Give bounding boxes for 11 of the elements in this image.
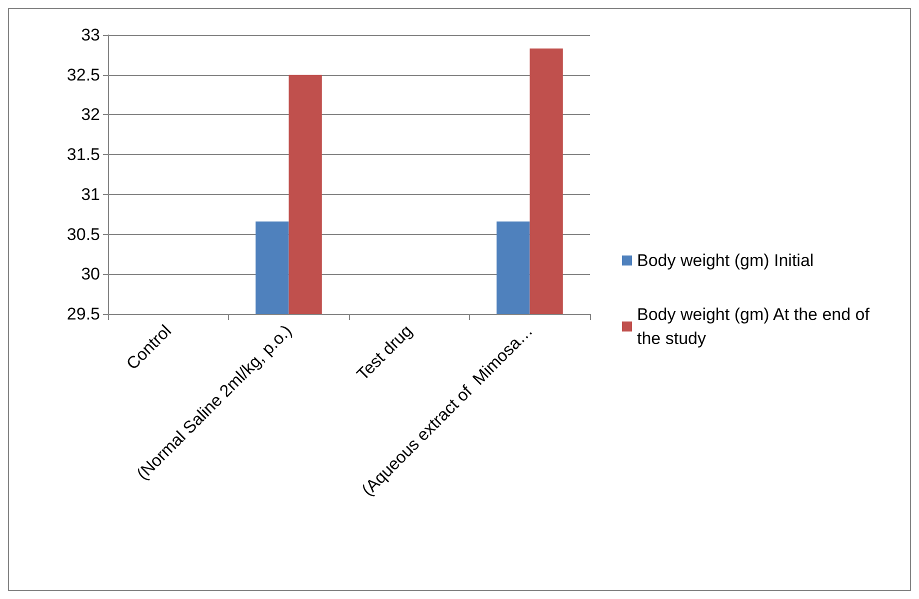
legend-label: Body weight (gm) At the end of the study	[637, 305, 874, 348]
y-tick-label: 32	[81, 105, 100, 124]
y-tick-label: 31	[81, 184, 100, 204]
legend-label: Body weight (gm) Initial	[637, 251, 814, 270]
y-tick-label: 33	[81, 26, 100, 44]
y-tick-label: 32.5	[66, 65, 100, 84]
y-tick-label: 30	[81, 264, 100, 284]
y-tick-label: 30.5	[66, 224, 100, 244]
y-tick-label: 31.5	[66, 145, 100, 164]
y-tick-label: 29.5	[66, 304, 100, 324]
x-tick-label: Test drug	[353, 321, 416, 384]
